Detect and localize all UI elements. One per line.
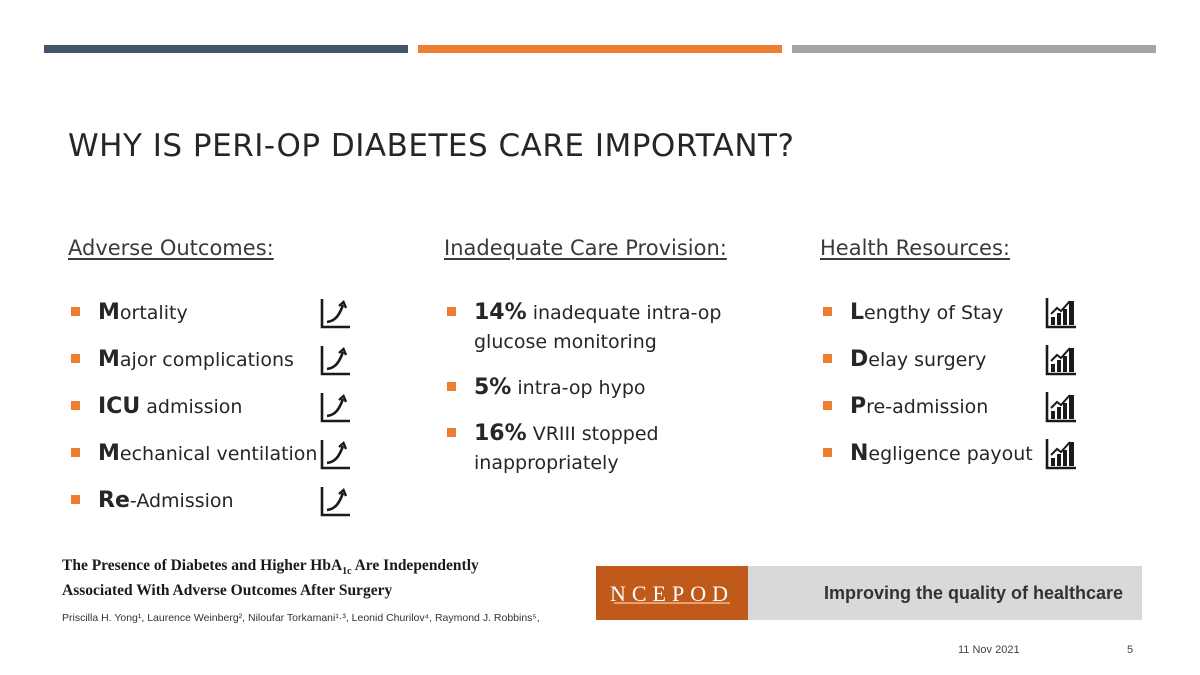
page-number: 5 bbox=[1127, 644, 1134, 656]
bullet-square bbox=[823, 307, 832, 316]
item-bold: D bbox=[850, 347, 869, 372]
rising-line-chart-icon bbox=[319, 390, 353, 424]
bullet-square bbox=[71, 401, 80, 410]
list-item: Negligence payout bbox=[820, 439, 1076, 486]
ncepod-banner: NCEPOD Improving the quality of healthca… bbox=[596, 566, 1142, 620]
list-item: ICU admission bbox=[68, 392, 350, 439]
item-bold: M bbox=[98, 347, 120, 372]
bar-chart-increase-icon bbox=[1044, 437, 1078, 471]
item-text: echanical ventilation bbox=[119, 443, 318, 465]
accent-bar-navy bbox=[44, 45, 408, 53]
bar-chart-increase-icon bbox=[1044, 343, 1078, 377]
health-resources-column: Health Resources: Lengthy of Stay Delay … bbox=[820, 236, 1140, 470]
bullet-square bbox=[447, 428, 456, 437]
item-text: ajor complications bbox=[119, 349, 294, 371]
accent-bar-grey bbox=[792, 45, 1156, 53]
list-item: Major complications bbox=[68, 345, 350, 392]
item-bold: M bbox=[98, 300, 120, 325]
inadequate-care-list: 14% inadequate intra-op glucose monitori… bbox=[444, 298, 784, 494]
bullet-square bbox=[823, 448, 832, 457]
bullet-square bbox=[447, 307, 456, 316]
paper-title-part: The Presence of Diabetes and Higher HbA bbox=[62, 557, 343, 574]
list-item: 14% inadequate intra-op glucose monitori… bbox=[444, 298, 784, 357]
list-item: Mortality bbox=[68, 298, 350, 345]
item-text: elay surgery bbox=[868, 349, 987, 371]
item-text: egligence payout bbox=[868, 443, 1033, 465]
paper-authors: Priscilla H. Yong¹, Laurence Weinberg², … bbox=[62, 612, 540, 625]
item-bold: P bbox=[850, 394, 867, 419]
ncepod-logo: NCEPOD bbox=[596, 566, 748, 620]
logo-underline bbox=[614, 602, 730, 604]
rising-line-chart-icon bbox=[319, 296, 353, 330]
bullet-square bbox=[71, 354, 80, 363]
list-item: 16% VRIII stopped inappropriately bbox=[444, 419, 784, 478]
bullet-square bbox=[71, 448, 80, 457]
slide-title: WHY IS PERI-OP DIABETES CARE IMPORTANT? bbox=[68, 128, 795, 164]
bullet-square bbox=[71, 495, 80, 504]
item-text: engthy of Stay bbox=[864, 302, 1004, 324]
adverse-outcomes-column: Adverse Outcomes: Mortality Major compli… bbox=[68, 236, 388, 517]
item-text: ortality bbox=[119, 302, 188, 324]
ncepod-logo-text: NCEPOD bbox=[609, 581, 734, 606]
rising-line-chart-icon bbox=[319, 484, 353, 518]
bar-chart-increase-icon bbox=[1044, 390, 1078, 424]
paper-title: The Presence of Diabetes and Higher HbA1… bbox=[62, 556, 532, 600]
inadequate-care-heading: Inadequate Care Provision: bbox=[444, 236, 727, 260]
rising-line-chart-icon bbox=[319, 437, 353, 471]
item-bold: 5% bbox=[474, 375, 512, 400]
list-item: Pre-admission bbox=[820, 392, 1076, 439]
list-item: Lengthy of Stay bbox=[820, 298, 1076, 345]
item-text: admission bbox=[140, 396, 243, 418]
health-resources-list: Lengthy of Stay Delay surgery Pre-admiss… bbox=[820, 298, 1076, 486]
banner-tagline: Improving the quality of healthcare bbox=[824, 583, 1124, 603]
inadequate-care-column: Inadequate Care Provision: 14% inadequat… bbox=[444, 236, 784, 474]
item-text: VRIII stopped inappropriately bbox=[474, 423, 659, 474]
item-text: re-admission bbox=[866, 396, 989, 418]
item-text: -Admission bbox=[129, 490, 234, 512]
adverse-outcomes-heading: Adverse Outcomes: bbox=[68, 236, 274, 260]
item-bold: Re bbox=[98, 488, 130, 513]
item-text: inadequate intra-op glucose monitoring bbox=[474, 302, 722, 353]
bullet-square bbox=[447, 382, 456, 391]
health-resources-heading: Health Resources: bbox=[820, 236, 1010, 260]
item-bold: 14% bbox=[474, 300, 527, 325]
accent-bar-orange bbox=[418, 45, 782, 53]
item-bold: M bbox=[98, 441, 120, 466]
adverse-outcomes-list: Mortality Major complications ICU admiss… bbox=[68, 298, 350, 533]
list-item: 5% intra-op hypo bbox=[444, 373, 784, 403]
paper-reference: The Presence of Diabetes and Higher HbA1… bbox=[62, 556, 540, 625]
bullet-square bbox=[71, 307, 80, 316]
paper-title-part: Associated With Adverse Outcomes After S… bbox=[62, 582, 393, 600]
item-bold: N bbox=[850, 441, 869, 466]
bullet-square bbox=[823, 354, 832, 363]
bar-chart-increase-icon bbox=[1044, 296, 1078, 330]
slide-date: 11 Nov 2021 bbox=[958, 644, 1020, 656]
item-bold: L bbox=[850, 300, 865, 325]
list-item: Delay surgery bbox=[820, 345, 1076, 392]
item-bold: 16% bbox=[474, 421, 527, 446]
paper-title-part: Are Independently bbox=[351, 557, 479, 574]
paper-title-subscript: 1c bbox=[342, 566, 352, 578]
list-item: Re-Admission bbox=[68, 486, 350, 533]
rising-line-chart-icon bbox=[319, 343, 353, 377]
item-text: intra-op hypo bbox=[511, 377, 646, 399]
bullet-square bbox=[823, 401, 832, 410]
list-item: Mechanical ventilation bbox=[68, 439, 350, 486]
item-bold: ICU bbox=[98, 394, 141, 419]
